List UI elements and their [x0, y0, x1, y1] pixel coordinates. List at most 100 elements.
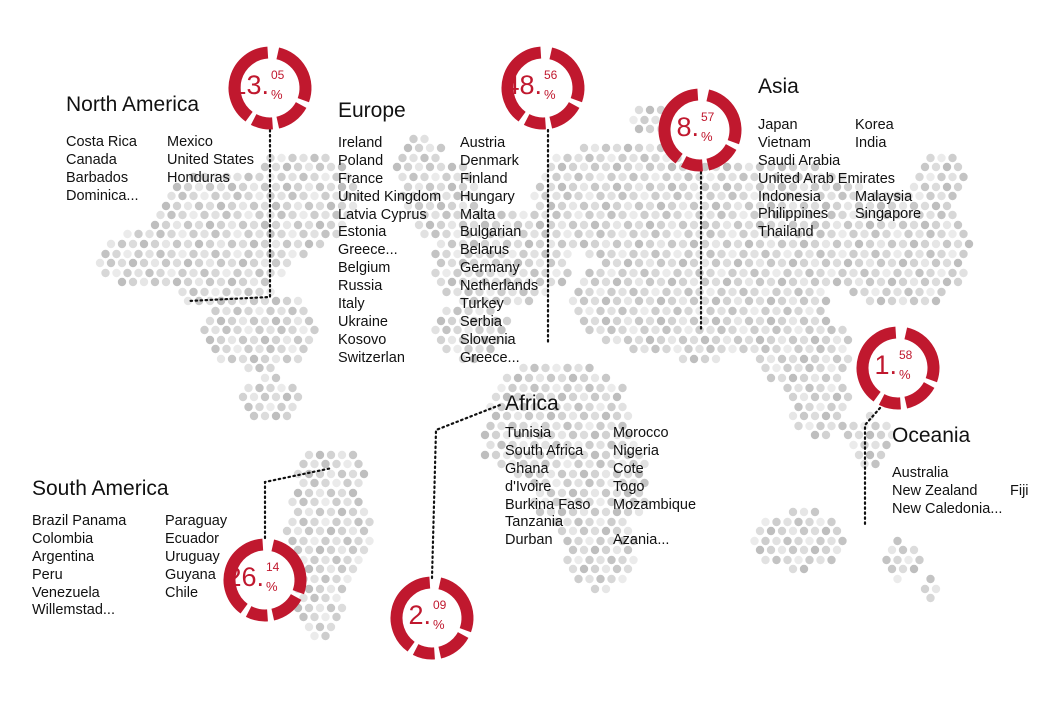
map-dot: [541, 478, 550, 488]
map-dot: [348, 488, 358, 498]
map-dot: [733, 277, 743, 287]
map-dot: [315, 182, 325, 192]
map-dot: [783, 172, 792, 182]
map-dot: [238, 201, 248, 211]
map-dot: [557, 277, 567, 287]
map-dot: [706, 249, 715, 259]
map-dot: [612, 296, 622, 306]
map-dot: [651, 191, 660, 201]
map-dot: [788, 239, 798, 249]
map-dot: [222, 268, 231, 278]
map-dot: [684, 287, 693, 297]
map-dot: [640, 478, 649, 488]
map-dot: [601, 162, 611, 172]
map-dot: [876, 220, 886, 230]
map-dot: [348, 450, 358, 460]
map-dot: [145, 268, 154, 278]
map-dot: [530, 268, 539, 278]
map-dot: [810, 545, 820, 555]
map-dot: [579, 507, 589, 517]
map-dot: [706, 172, 715, 182]
map-dot: [832, 335, 842, 345]
map-dot: [640, 249, 649, 259]
map-dot: [728, 306, 737, 316]
map-dot: [249, 220, 259, 230]
country-name: Costa Rica: [66, 134, 137, 150]
map-dot: [827, 210, 836, 220]
map-dot: [788, 545, 798, 555]
map-dot: [508, 229, 517, 239]
region-title-na: North America: [66, 93, 200, 116]
map-dot: [183, 258, 193, 268]
map-dot: [211, 268, 220, 278]
map-dot: [535, 392, 545, 402]
country-name: India: [855, 134, 887, 151]
map-dot: [722, 335, 732, 345]
map-dot: [321, 593, 330, 603]
map-dot: [315, 239, 325, 249]
map-dot: [442, 249, 451, 259]
map-dot: [887, 220, 897, 230]
map-dot: [634, 469, 644, 479]
map-dot: [574, 555, 583, 565]
map-dot: [772, 287, 781, 297]
map-dot: [271, 373, 281, 383]
percent-donut-eu: 48. 56%: [501, 46, 585, 130]
map-dot: [750, 306, 759, 316]
map-dot: [783, 363, 792, 373]
map-dot: [348, 201, 358, 211]
map-dot: [486, 210, 495, 220]
map-dot: [211, 229, 220, 239]
map-dot: [194, 277, 204, 287]
map-dot: [315, 507, 325, 517]
map-dot: [304, 162, 314, 172]
country-name: Belarus: [460, 242, 510, 259]
map-dot: [634, 201, 644, 211]
map-dot: [783, 383, 792, 393]
map-dot: [189, 268, 198, 278]
map-dot: [420, 172, 429, 182]
map-dot: [623, 143, 633, 153]
map-dot: [541, 363, 550, 373]
map-dot: [326, 162, 336, 172]
map-dot: [623, 201, 633, 211]
map-dot: [673, 172, 682, 182]
map-dot: [178, 268, 187, 278]
map-dot: [200, 229, 209, 239]
map-dot: [552, 459, 561, 469]
map-dot: [491, 411, 501, 421]
map-dot: [590, 488, 600, 498]
map-dot: [398, 172, 407, 182]
map-dot: [645, 335, 655, 345]
map-dot: [332, 593, 341, 603]
map-dot: [464, 287, 473, 297]
map-dot: [277, 402, 286, 412]
map-dot: [750, 344, 759, 354]
map-dot: [194, 239, 204, 249]
map-dot: [777, 201, 787, 211]
map-dot: [733, 258, 743, 268]
map-dot: [189, 210, 198, 220]
map-dot: [942, 239, 952, 249]
map-dot: [667, 277, 677, 287]
map-dot: [431, 153, 440, 163]
map-dot: [942, 220, 952, 230]
map-dot: [315, 603, 325, 613]
country-name: Saudi Arabia: [758, 152, 841, 169]
map-dot: [904, 249, 913, 259]
map-dot: [601, 201, 611, 211]
map-dot: [755, 239, 765, 249]
percent-donut-oc: 1. 58%: [856, 326, 940, 410]
map-dot: [838, 344, 847, 354]
map-dot: [150, 277, 160, 287]
map-dot: [260, 258, 270, 268]
map-dot: [618, 210, 627, 220]
map-dot: [651, 344, 660, 354]
map-dot: [838, 363, 847, 373]
map-dot: [601, 526, 611, 536]
map-dot: [805, 191, 814, 201]
map-dot: [563, 363, 572, 373]
map-dot: [260, 220, 270, 230]
map-dot: [931, 277, 941, 287]
map-dot: [794, 517, 803, 527]
